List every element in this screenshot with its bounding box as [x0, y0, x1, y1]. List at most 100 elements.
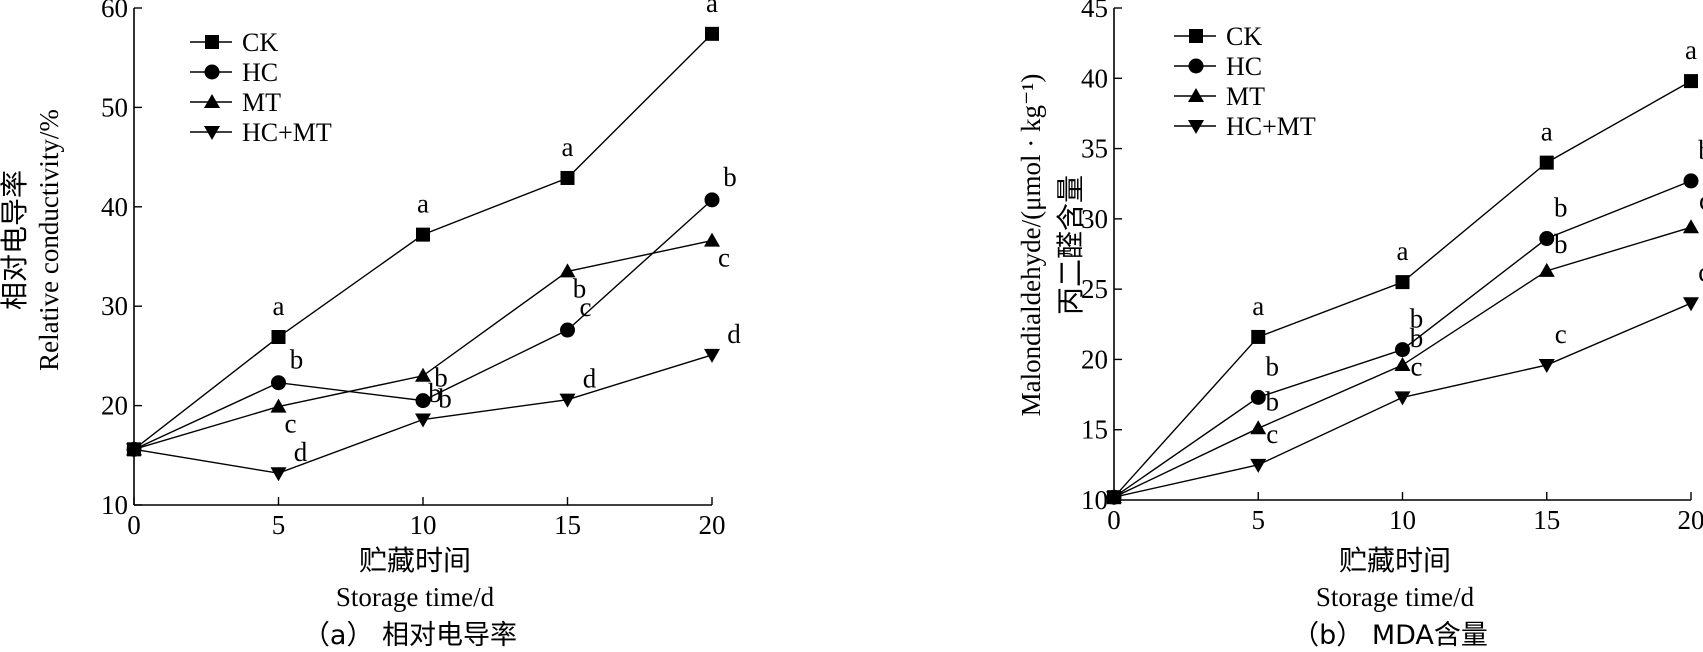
chart-b-significance-label: c: [1266, 419, 1278, 449]
chart-a-xtick-label: 5: [272, 510, 286, 540]
chart-a-ytick-label: 20: [101, 391, 128, 421]
chart-b-significance-label: a: [1541, 117, 1553, 147]
chart-a-ytick-label: 40: [101, 192, 128, 222]
chart-a-ytick-label: 50: [101, 92, 128, 122]
chart-b-significance-label: a: [1685, 35, 1697, 65]
chart-a-significance-label: a: [562, 132, 574, 162]
chart-b-point-ck: [1251, 329, 1266, 344]
chart-b-point-mt: [1538, 262, 1555, 277]
chart-b-legend-label: CK: [1226, 22, 1262, 51]
chart-a-legend-item-mt: MT: [190, 88, 281, 117]
chart-a-significance-label: b: [723, 162, 737, 192]
chart-b-legend-label: HC: [1226, 52, 1262, 81]
chart-a-significance-label: b: [573, 273, 587, 303]
chart-b-series-hc-mt: c c c d: [1106, 257, 1703, 506]
chart-a-significance-label: a: [417, 189, 429, 219]
chart-a-point-mt: [559, 263, 576, 278]
chart-a-series-ck: a a a a: [127, 0, 719, 457]
chart-a-xtick-label: 20: [699, 510, 726, 540]
chart-a-legend-label: MT: [242, 88, 281, 117]
chart-relative-conductivity: 相对电导率 Relative conductivity/% 贮藏时间 Stora…: [0, 0, 741, 651]
chart-b-significance-label: b: [1554, 229, 1568, 259]
chart-a-significance-label: b: [290, 345, 304, 375]
chart-b-significance-label: a: [1397, 236, 1409, 266]
chart-b-point-ck: [1684, 74, 1698, 89]
chart-a-significance-label: b: [438, 384, 452, 414]
chart-a-xtick-label: 10: [410, 510, 437, 540]
chart-b-xtick-label: 15: [1533, 505, 1560, 535]
chart-b-legend-label: HC+MT: [1226, 112, 1316, 141]
chart-b-significance-label: b: [1410, 323, 1424, 353]
chart-b-ytick-label: 30: [1081, 204, 1108, 234]
chart-b-ytick-label: 45: [1081, 0, 1108, 23]
chart-a-point-mt: [704, 232, 720, 247]
chart-a-series-hc-mt: d b d d: [126, 319, 741, 482]
chart-a-ytick-label: 30: [101, 291, 128, 321]
chart-b-point-hc-mt: [1106, 491, 1122, 506]
chart-a-significance-label: a: [706, 0, 718, 18]
chart-b-ytick-label: 15: [1081, 415, 1108, 445]
chart-b-point-ck: [1539, 155, 1554, 170]
chart-b-legend-item-hc: HC: [1174, 52, 1262, 81]
chart-a-legend-marker: [205, 35, 219, 49]
chart-a-significance-label: d: [727, 319, 741, 349]
chart-b-xtick-label: 10: [1389, 505, 1416, 535]
chart-b-series-hc: b b b b: [1106, 135, 1703, 505]
chart-a-point-ck: [705, 26, 719, 41]
chart-a-significance-label: b: [434, 363, 448, 393]
chart-b-legend-item-mt: MT: [1174, 82, 1265, 111]
chart-a-point-mt: [415, 367, 431, 382]
chart-a-ytick-label: 60: [101, 0, 128, 23]
chart-b-legend-marker: [1188, 58, 1204, 74]
chart-b-significance-label: a: [1252, 291, 1264, 321]
chart-b-significance-label: b: [1266, 386, 1280, 416]
chart-a-significance-label: c: [285, 409, 297, 439]
chart-a-point-hc-mt: [415, 413, 431, 428]
chart-b-point-hc-mt: [1250, 458, 1267, 473]
chart-b-xlabel-en: Storage time/d: [1316, 582, 1475, 612]
chart-a-point-hc: [704, 192, 720, 208]
chart-a-point-mt: [270, 398, 287, 413]
chart-b-ylabel-cn: 丙二醛含量: [1054, 175, 1087, 315]
chart-a-point-ck: [271, 330, 286, 345]
chart-a-legend-label: CK: [242, 28, 278, 57]
chart-a-significance-label: a: [273, 291, 285, 321]
chart-b-significance-label: b: [1698, 135, 1703, 165]
chart-b-point-mt: [1394, 357, 1411, 372]
chart-a-significance-label: d: [294, 437, 308, 467]
chart-a-point-ck: [416, 227, 430, 242]
chart-b-series-ck: a a a a: [1107, 35, 1698, 505]
chart-a-point-hc-mt: [704, 348, 720, 363]
chart-a-point-hc-mt: [270, 467, 287, 482]
chart-a-legend-marker: [204, 64, 220, 80]
chart-b-caption: （b） MDA含量: [1292, 620, 1488, 651]
chart-b-ytick-label: 20: [1081, 344, 1108, 374]
chart-a-point-hc: [415, 393, 431, 409]
chart-b-point-mt: [1250, 420, 1267, 435]
chart-b-line-hc: [1113, 180, 1692, 498]
chart-b-point-hc: [1395, 342, 1410, 358]
chart-b-xtick-label: 0: [1107, 505, 1121, 535]
chart-b-point-hc: [1250, 389, 1266, 405]
chart-a-legend-marker: [204, 126, 220, 140]
chart-a-significance-label: b: [428, 378, 442, 408]
chart-a-xlabel-en: Storage time/d: [336, 582, 495, 612]
chart-b-point-hc-mt: [1683, 297, 1699, 312]
chart-b-legend-marker: [1189, 29, 1203, 43]
chart-b-legend-label: MT: [1226, 82, 1265, 111]
chart-b-ylabel-en: Malondialdehyde/(μmol · kg⁻¹): [1016, 74, 1046, 417]
chart-b-legend-item-ck: CK: [1174, 22, 1262, 51]
chart-a-ylabel-en: Relative conductivity/%: [34, 109, 64, 371]
chart-b-ytick-label: 35: [1081, 134, 1108, 164]
chart-b-point-mt: [1683, 219, 1699, 234]
chart-b-point-hc: [1539, 231, 1555, 247]
chart-a-significance-label: d: [583, 364, 597, 394]
chart-b-line-ck: [1113, 80, 1692, 498]
chart-a-point-hc-mt: [126, 443, 142, 458]
chart-a-significance-label: c: [580, 292, 592, 322]
chart-b-ytick-label: 40: [1081, 63, 1108, 93]
chart-b-ytick-label: 25: [1081, 274, 1108, 304]
chart-a-point-ck: [560, 170, 575, 185]
